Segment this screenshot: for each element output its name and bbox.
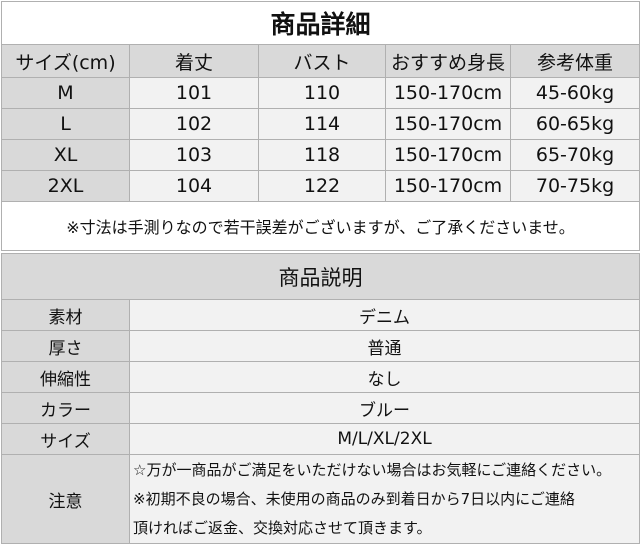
cell: 122 <box>258 170 386 202</box>
header-weight: 参考体重 <box>510 44 640 78</box>
cell: 2XL <box>1 170 130 202</box>
label: 伸縮性 <box>1 361 130 393</box>
cell: 150-170cm <box>385 170 511 202</box>
header-length: 着丈 <box>129 44 259 78</box>
header-bust: バスト <box>258 44 386 78</box>
header-height: おすすめ身長 <box>385 44 511 78</box>
label: サイズ <box>1 423 130 455</box>
table-row: XL 103 118 150-170cm 65-70kg <box>1 139 640 171</box>
description-row: 素材 デニム <box>1 299 640 331</box>
caution-label: 注意 <box>1 454 130 544</box>
size-table-header: サイズ(cm) 着丈 バスト おすすめ身長 参考体重 <box>1 44 640 78</box>
caution-line: ※初期不良の場合、未使用の商品のみ到着日から7日以内にご連絡 <box>133 489 575 508</box>
header-size: サイズ(cm) <box>1 44 130 78</box>
cell: 60-65kg <box>510 108 640 140</box>
cell: 150-170cm <box>385 108 511 140</box>
value: M/L/XL/2XL <box>129 423 640 455</box>
cell: 104 <box>129 170 259 202</box>
cell: 150-170cm <box>385 139 511 171</box>
cell: L <box>1 108 130 140</box>
cell: 114 <box>258 108 386 140</box>
caution-line: 頂ければご返金、交換対応させて頂きます。 <box>133 518 432 537</box>
value: なし <box>129 361 640 393</box>
description-row: サイズ M/L/XL/2XL <box>1 423 640 455</box>
size-table: 商品詳細 サイズ(cm) 着丈 バスト おすすめ身長 参考体重 M 101 110 1… <box>1 1 640 251</box>
cell: 65-70kg <box>510 139 640 171</box>
description-row: 厚さ 普通 <box>1 330 640 362</box>
cell: 45-60kg <box>510 77 640 109</box>
description-row: カラー ブルー <box>1 392 640 424</box>
cell: 70-75kg <box>510 170 640 202</box>
cell: 102 <box>129 108 259 140</box>
measurement-note: ※寸法は手測りなので若干誤差がございますが、ご了承くださいませ。 <box>1 201 640 251</box>
caution-text: ☆万が一商品がご満足をいただけない場合はお気軽にご連絡ください。 ※初期不良の場… <box>129 454 640 544</box>
cell: 118 <box>258 139 386 171</box>
label: 素材 <box>1 299 130 331</box>
value: 普通 <box>129 330 640 362</box>
caution-row: 注意 ☆万が一商品がご満足をいただけない場合はお気軽にご連絡ください。 ※初期不… <box>1 454 640 544</box>
cell: 103 <box>129 139 259 171</box>
cell: M <box>1 77 130 109</box>
description-title: 商品説明 <box>1 253 640 300</box>
cell: 110 <box>258 77 386 109</box>
cell: XL <box>1 139 130 171</box>
cell: 150-170cm <box>385 77 511 109</box>
label: カラー <box>1 392 130 424</box>
table-row: L 102 114 150-170cm 60-65kg <box>1 108 640 140</box>
size-table-title: 商品詳細 <box>1 1 640 45</box>
value: ブルー <box>129 392 640 424</box>
label: 厚さ <box>1 330 130 362</box>
caution-line: ☆万が一商品がご満足をいただけない場合はお気軽にご連絡ください。 <box>133 460 612 479</box>
cell: 101 <box>129 77 259 109</box>
description-row: 伸縮性 なし <box>1 361 640 393</box>
table-row: 2XL 104 122 150-170cm 70-75kg <box>1 170 640 202</box>
table-row: M 101 110 150-170cm 45-60kg <box>1 77 640 109</box>
description-table: 商品説明 素材 デニム 厚さ 普通 伸縮性 なし カラー ブルー サイズ M/L/XL/2… <box>1 253 640 544</box>
value: デニム <box>129 299 640 331</box>
